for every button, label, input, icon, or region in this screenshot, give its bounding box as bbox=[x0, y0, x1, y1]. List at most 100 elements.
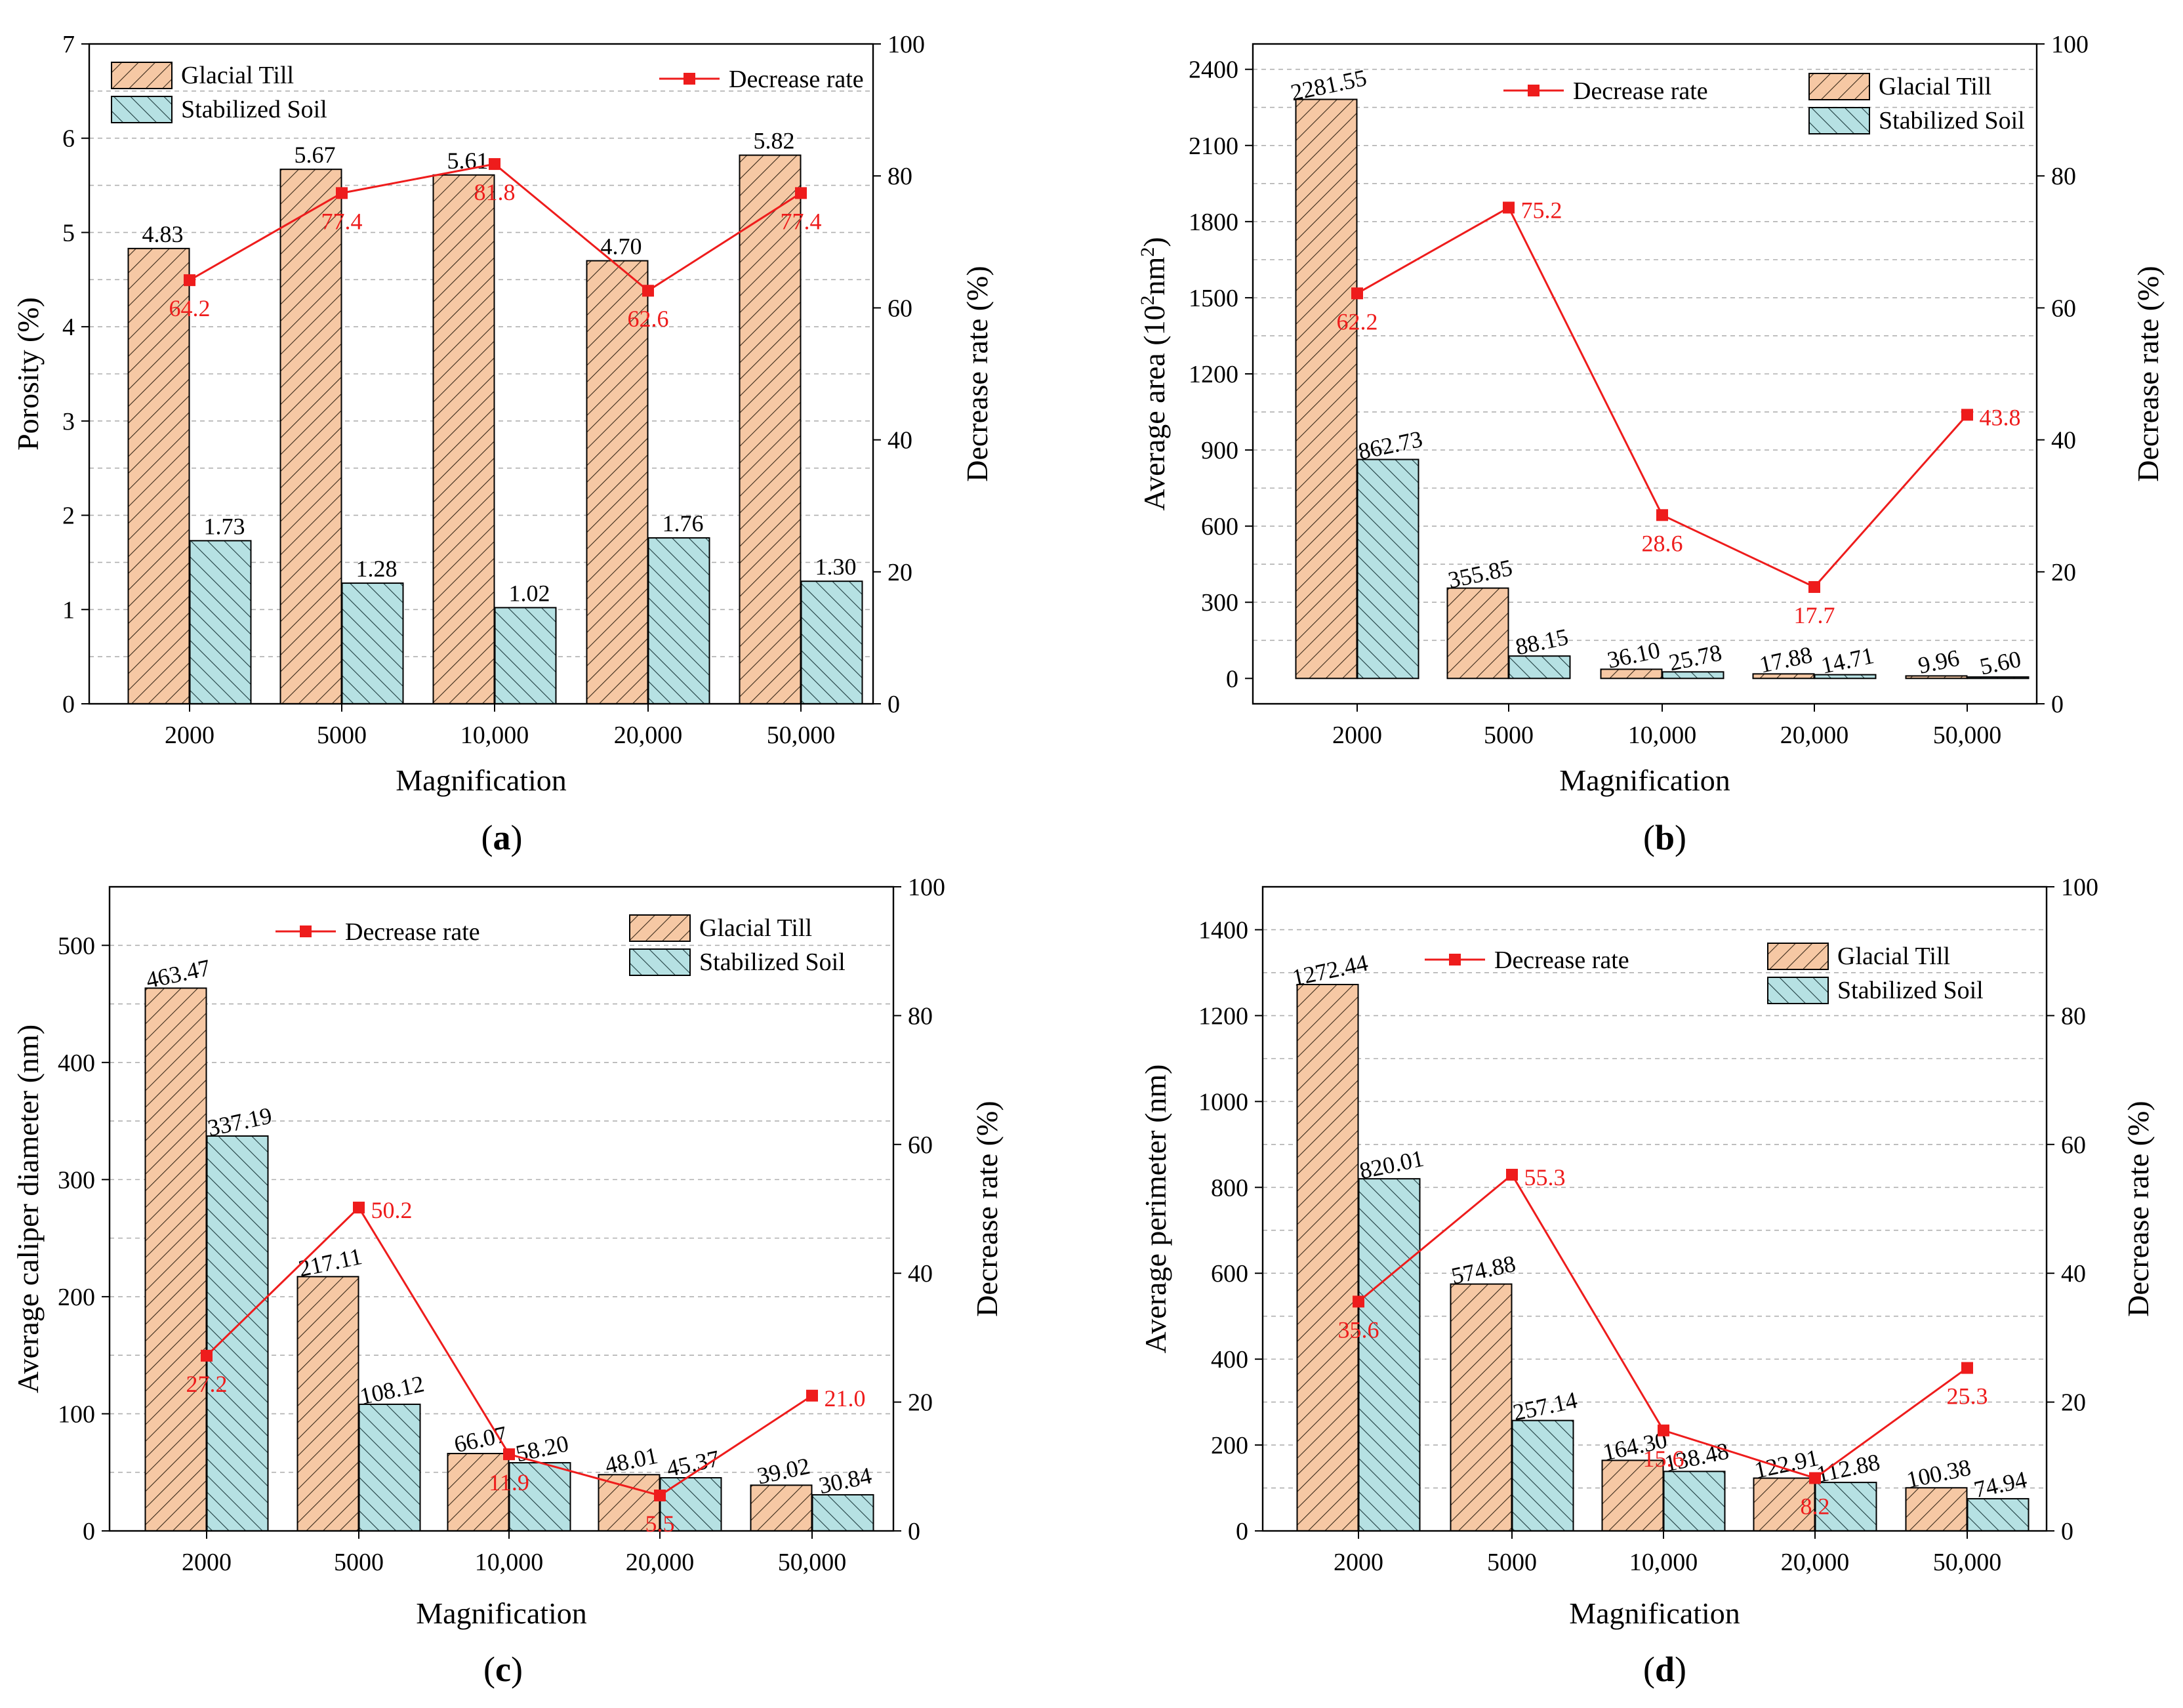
stabilized-soil-bar bbox=[206, 1135, 269, 1532]
plot-frame bbox=[88, 43, 874, 705]
decrease-rate-label: 50.2 bbox=[371, 1197, 413, 1223]
y-tick-label: 300 bbox=[58, 1166, 95, 1194]
y-axis-title: Porosity (%) bbox=[11, 297, 45, 451]
decrease-rate-point bbox=[1961, 409, 1973, 421]
panel-caption: (c) bbox=[483, 1650, 523, 1689]
glacial-till-bar-label: 5.67 bbox=[295, 142, 336, 168]
y2-tick-label: 80 bbox=[2061, 1002, 2086, 1030]
x-tick-label: 20,000 bbox=[614, 722, 683, 749]
y-tick-label: 400 bbox=[1211, 1346, 1248, 1373]
glacial-till-bar bbox=[127, 247, 190, 704]
decrease-rate-point bbox=[1506, 1168, 1518, 1181]
decrease-rate-label: 5.5 bbox=[645, 1511, 675, 1537]
y-tick-label: 900 bbox=[1201, 437, 1238, 464]
stabilized-soil-bar-label: 1.02 bbox=[509, 580, 550, 606]
stabilized-soil-bar bbox=[1663, 1471, 1726, 1532]
decrease-rate-label: 81.8 bbox=[474, 179, 516, 205]
decrease-rate-label: 8.2 bbox=[1801, 1493, 1830, 1519]
glacial-till-bar bbox=[1753, 1477, 1816, 1532]
stabilized-soil-bar bbox=[494, 607, 557, 705]
legend-stabilized-soil-label: Stabilized Soil bbox=[1879, 107, 2025, 134]
y-tick-label: 400 bbox=[58, 1049, 95, 1077]
decrease-rate-point bbox=[1503, 201, 1515, 214]
y-tick-label: 1 bbox=[62, 596, 75, 624]
legend-stabilized-soil-label: Stabilized Soil bbox=[1837, 977, 1984, 1004]
y-tick-label: 800 bbox=[1211, 1174, 1248, 1202]
y2-tick-label: 80 bbox=[908, 1002, 933, 1030]
legend-stabilized-soil-swatch bbox=[629, 948, 691, 976]
legend-glacial-till-swatch bbox=[1808, 73, 1870, 100]
stabilized-soil-bar-label: 1.30 bbox=[815, 554, 857, 580]
legend-glacial-till-label: Glacial Till bbox=[1837, 943, 1950, 970]
stabilized-soil-bar-label: 1.73 bbox=[204, 513, 245, 539]
decrease-rate-point bbox=[1658, 1424, 1669, 1436]
y2-tick-label: 100 bbox=[2051, 31, 2089, 58]
stabilized-soil-bar-label: 1.76 bbox=[663, 510, 704, 537]
y2-tick-label: 60 bbox=[2061, 1131, 2086, 1159]
x-tick-label: 5000 bbox=[317, 722, 367, 749]
y-axis-title: Average caliper diameter (nm) bbox=[11, 1025, 45, 1393]
decrease-rate-point bbox=[1808, 580, 1820, 593]
y-tick-label: 200 bbox=[58, 1284, 95, 1311]
glacial-till-bar bbox=[1296, 983, 1359, 1532]
stabilized-soil-bar-label: 14.71 bbox=[1819, 642, 1877, 679]
legend-glacial-till-swatch bbox=[629, 914, 691, 942]
y2-tick-label: 20 bbox=[2051, 559, 2076, 586]
y-tick-label: 1200 bbox=[1189, 361, 1238, 388]
decrease-rate-point bbox=[806, 1389, 818, 1402]
stabilized-soil-bar bbox=[1511, 1419, 1574, 1532]
y-tick-label: 1500 bbox=[1189, 285, 1238, 312]
y-tick-label: 1800 bbox=[1189, 209, 1238, 236]
y-tick-label: 4 bbox=[62, 314, 75, 341]
decrease-rate-point bbox=[654, 1489, 666, 1501]
y2-tick-label: 60 bbox=[2051, 295, 2076, 322]
glacial-till-bar-label: 4.70 bbox=[601, 234, 642, 260]
y2-axis-title: Decrease rate (%) bbox=[2131, 266, 2165, 481]
panels: 4.835.67 5.614.705.821.731.281.021.761.30… bbox=[11, 31, 2165, 1689]
legend-stabilized-soil-swatch bbox=[111, 96, 173, 123]
stabilized-soil-bar-label: 74.94 bbox=[1972, 1466, 2030, 1503]
glacial-till-bar-label: 9.96 bbox=[1916, 645, 1962, 679]
stabilized-soil-bar-label: 25.78 bbox=[1667, 640, 1724, 676]
glacial-till-bar-label: 39.02 bbox=[755, 1453, 813, 1490]
x-tick-label: 20,000 bbox=[626, 1549, 695, 1576]
decrease-rate-label: 27.2 bbox=[186, 1371, 228, 1397]
decrease-rate-label: 28.6 bbox=[1642, 530, 1683, 556]
legend-glacial-till-label: Glacial Till bbox=[699, 914, 812, 942]
stabilized-soil-bar bbox=[189, 540, 252, 704]
glacial-till-bar bbox=[1450, 1283, 1513, 1532]
y2-tick-label: 100 bbox=[887, 31, 925, 58]
legend-stabilized-soil-label: Stabilized Soil bbox=[699, 948, 846, 976]
stabilized-soil-bar bbox=[659, 1476, 722, 1532]
x-tick-label: 2000 bbox=[182, 1549, 232, 1576]
y2-tick-label: 80 bbox=[2051, 163, 2076, 190]
y2-tick-label: 20 bbox=[2061, 1389, 2086, 1417]
glacial-till-bar bbox=[750, 1484, 813, 1532]
x-tick-label: 5000 bbox=[334, 1549, 384, 1576]
glacial-till-bar-label: 5.82 bbox=[754, 128, 795, 154]
decrease-rate-label: 35.6 bbox=[1338, 1316, 1379, 1343]
y-tick-label: 0 bbox=[83, 1518, 95, 1545]
legend-stabilized-soil-label: Stabilized Soil bbox=[181, 96, 327, 123]
decrease-rate-point bbox=[1809, 1472, 1821, 1484]
legend-decrease-rate-label: Decrease rate bbox=[345, 918, 480, 946]
y2-tick-label: 40 bbox=[2061, 1260, 2086, 1288]
y-tick-label: 3 bbox=[62, 408, 75, 436]
glacial-till-bar bbox=[1295, 98, 1358, 680]
y-axis-title: Average perimeter (nm) bbox=[1139, 1064, 1172, 1353]
decrease-rate-label: 55.3 bbox=[1524, 1164, 1566, 1190]
y2-axis-title: Decrease rate (%) bbox=[960, 266, 994, 481]
stabilized-soil-bar bbox=[647, 537, 710, 705]
glacial-till-bar bbox=[1446, 587, 1509, 680]
legend-glacial-till-label: Glacial Till bbox=[181, 62, 294, 89]
y-tick-label: 1000 bbox=[1198, 1088, 1248, 1116]
decrease-rate-label: 21.0 bbox=[825, 1385, 866, 1412]
x-tick-label: 50,000 bbox=[767, 722, 836, 749]
y2-axis-title: Decrease rate (%) bbox=[970, 1101, 1004, 1316]
legend-decrease-rate-label: Decrease rate bbox=[1494, 946, 1629, 974]
y-tick-label: 5 bbox=[62, 219, 75, 247]
x-tick-label: 10,000 bbox=[1629, 1549, 1698, 1576]
